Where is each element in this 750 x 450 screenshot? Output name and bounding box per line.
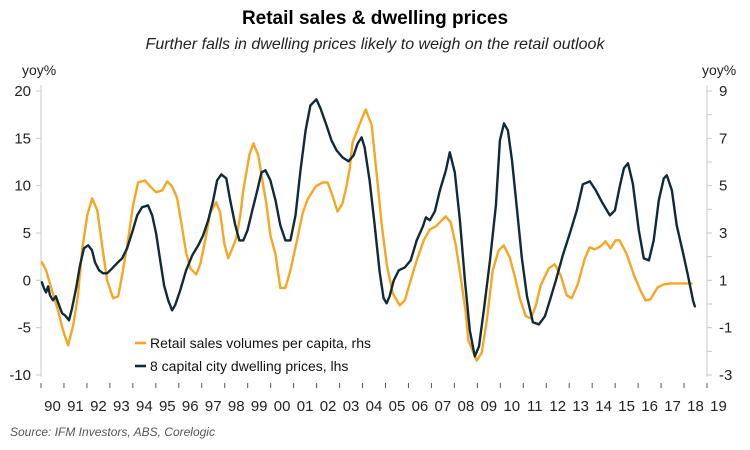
right-axis-tick-label: 1	[719, 272, 727, 289]
x-axis-tick-label: 90	[44, 398, 61, 415]
left-axis-tick-label: -5	[18, 320, 31, 337]
right-axis-tick-label: -1	[719, 320, 732, 337]
x-axis-tick-label: 16	[641, 398, 658, 415]
x-axis-tick-label: 09	[480, 398, 497, 415]
x-axis-tick-label: 13	[572, 398, 589, 415]
retail-sales-line	[40, 108, 693, 362]
x-axis-tick-label: 15	[618, 398, 635, 415]
right-axis-tick-label: 3	[719, 225, 727, 242]
x-axis-tick-label: 98	[228, 398, 245, 415]
x-axis-tick-label: 04	[366, 398, 383, 415]
right-axis-tick-label: 5	[719, 178, 727, 195]
right-axis-unit-label: yoy%	[702, 62, 737, 78]
dwelling-prices-line	[40, 98, 696, 358]
x-axis-tick-label: 17	[664, 398, 681, 415]
left-axis-tick-label: 10	[14, 178, 31, 195]
right-axis-tick-label: 7	[719, 130, 727, 147]
x-axis-tick-label: 08	[458, 398, 475, 415]
right-axis-tick-label: -3	[719, 367, 732, 384]
x-axis-tick-label: 05	[389, 398, 406, 415]
x-axis-tick-label: 97	[205, 398, 222, 415]
legend-label-retail: Retail sales volumes per capita, rhs	[150, 335, 371, 351]
chart-title: Retail sales & dwelling prices	[241, 8, 509, 29]
x-axis-tick-label: 03	[343, 398, 360, 415]
source-note: Source: IFM Investors, ABS, Corelogic	[10, 425, 215, 439]
left-axis-tick-label: 5	[23, 225, 31, 242]
x-axis-tick-label: 19	[710, 398, 727, 415]
x-axis-tick-label: 07	[435, 398, 452, 415]
x-axis-tick-label: 93	[113, 398, 130, 415]
left-axis-unit-label: yoy%	[22, 62, 57, 78]
x-axis-tick-label: 10	[503, 398, 520, 415]
chart-subtitle: Further falls in dwelling prices likely …	[145, 36, 605, 53]
right-axis-tick-label: 9	[719, 83, 727, 100]
x-axis-tick-label: 18	[687, 398, 704, 415]
x-axis-tick-label: 99	[251, 398, 268, 415]
x-axis-tick-label: 11	[527, 398, 543, 415]
legend-label-dwelling: 8 capital city dwelling prices, lhs	[150, 358, 348, 374]
x-axis-tick-label: 92	[90, 398, 107, 415]
x-axis-tick-label: 95	[159, 398, 176, 415]
x-axis-tick-label: 00	[274, 398, 291, 415]
x-axis-tick-label: 02	[320, 398, 337, 415]
x-axis-tick-label: 01	[297, 398, 314, 415]
left-axis-tick-label: -10	[9, 367, 31, 384]
left-axis-tick-label: 0	[23, 272, 31, 289]
left-axis-tick-label: 20	[14, 83, 31, 100]
series-lines	[40, 98, 696, 362]
left-axis-tick-label: 15	[14, 130, 31, 147]
x-axis-tick-label: 14	[595, 398, 612, 415]
legend: Retail sales volumes per capita, rhs 8 ca…	[135, 335, 371, 374]
x-axis-tick-label: 96	[182, 398, 199, 415]
x-axis-tick-label: 91	[67, 398, 84, 415]
x-axis-tick-label: 94	[136, 398, 153, 415]
x-axis-tick-label: 12	[549, 398, 566, 415]
x-axis-tick-label: 06	[412, 398, 429, 415]
